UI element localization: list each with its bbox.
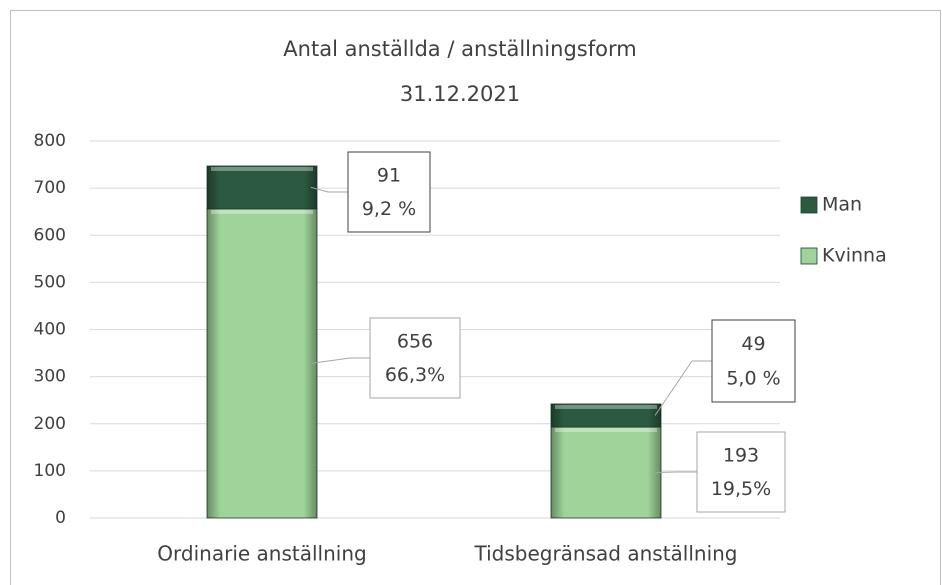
y-tick-label: 600: [34, 225, 66, 245]
y-tick-label: 200: [34, 414, 66, 434]
data-label: 49: [741, 333, 765, 355]
chart-border: [10, 10, 941, 585]
bar-highlight: [211, 209, 313, 214]
y-tick-label: 800: [34, 131, 66, 151]
y-tick-label: 400: [34, 320, 66, 340]
x-tick-label: Tidsbegränsad anställning: [473, 542, 737, 566]
leader-line: [310, 186, 348, 193]
bar-highlight: [555, 404, 657, 409]
share-label: 5,0 %: [726, 368, 780, 390]
leader-line: [654, 360, 712, 416]
chart-subtitle: 31.12.2021: [400, 82, 520, 106]
share-label: 9,2 %: [362, 198, 416, 220]
label-box: [347, 151, 431, 233]
label-box: [369, 317, 461, 399]
bar-shade: [207, 208, 317, 519]
label-box: [711, 319, 796, 403]
bar-highlight: [211, 166, 313, 171]
data-label: 656: [397, 331, 433, 353]
leader-line: [654, 471, 697, 474]
y-tick-label: 100: [34, 461, 66, 481]
data-label: 193: [723, 445, 759, 467]
share-label: 66,3%: [385, 364, 445, 386]
x-tick-label: Ordinarie anställning: [157, 542, 366, 566]
legend-swatch: [800, 247, 818, 265]
bar-shade: [207, 165, 317, 209]
y-tick-label: 700: [34, 178, 66, 198]
leader-line: [310, 357, 370, 364]
bar-shade: [551, 427, 661, 518]
legend-label: Man: [822, 194, 862, 216]
y-tick-label: 300: [34, 367, 66, 387]
legend-label: Kvinna: [822, 245, 887, 267]
chart-title: Antal anställda / anställningsform: [283, 37, 636, 61]
label-box: [696, 431, 786, 513]
y-tick-label: 0: [55, 508, 66, 528]
data-label: 91: [377, 165, 401, 187]
bar-highlight: [555, 428, 657, 433]
legend-swatch: [800, 196, 818, 214]
share-label: 19,5%: [711, 478, 771, 500]
bar-shade: [551, 403, 661, 428]
y-tick-label: 500: [34, 272, 66, 292]
